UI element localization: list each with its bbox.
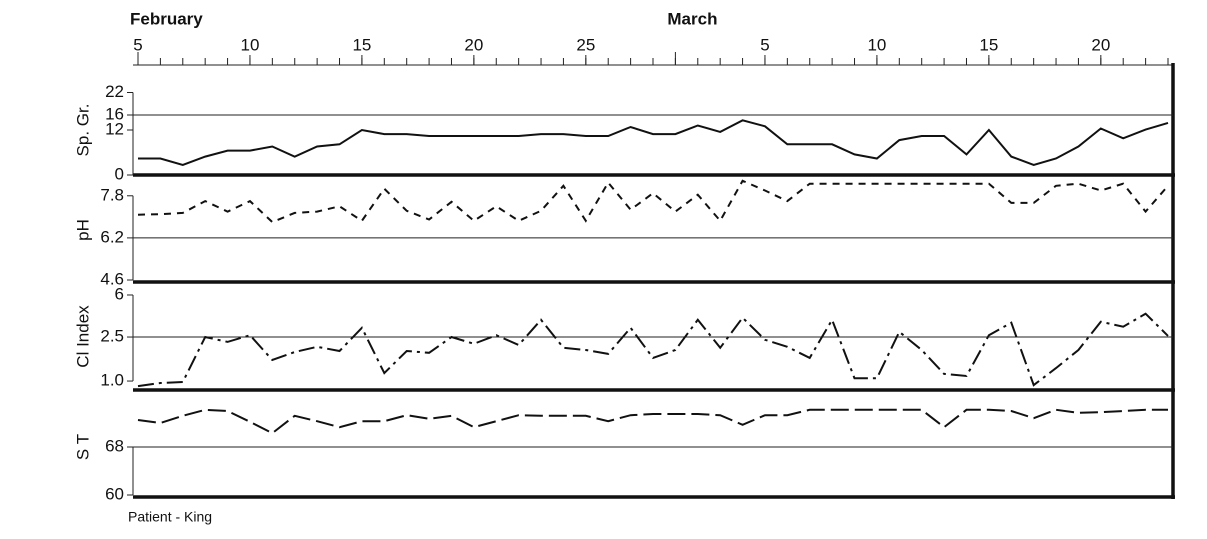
- month-label: March: [667, 9, 717, 28]
- y-tick-label: 60: [105, 484, 124, 503]
- y-tick-label: 4.6: [100, 269, 124, 288]
- y-tick-label: 22: [105, 82, 124, 101]
- footnote: Patient - King: [128, 509, 212, 525]
- y-tick-label: 1.0: [100, 371, 124, 390]
- data-line: [138, 119, 1169, 166]
- y-tick-label: 7.8: [100, 185, 124, 204]
- y-tick-label: 68: [105, 436, 124, 455]
- x-tick-label: 5: [760, 35, 769, 54]
- y-tick-label: 6.2: [100, 227, 124, 246]
- x-tick-label: 15: [352, 35, 371, 54]
- y-axis-label: S T: [73, 434, 92, 460]
- y-axis-label: Cl Index: [73, 305, 92, 368]
- y-tick-label: 12: [105, 119, 124, 138]
- x-tick-label: 20: [1091, 35, 1110, 54]
- data-line: [137, 312, 1169, 388]
- month-label: February: [130, 9, 203, 28]
- y-tick-label: 16: [105, 104, 124, 123]
- x-tick-label: 25: [576, 35, 595, 54]
- x-tick-label: 20: [464, 35, 483, 54]
- x-tick-label: 5: [133, 35, 142, 54]
- x-tick-label: 10: [867, 35, 886, 54]
- y-tick-label: 0: [115, 164, 124, 183]
- data-line: [137, 179, 1169, 224]
- y-tick-label: 6: [115, 284, 124, 303]
- x-tick-label: 15: [979, 35, 998, 54]
- y-axis-label: pH: [73, 219, 92, 241]
- data-line: [137, 408, 1168, 435]
- x-tick-label: 10: [240, 35, 259, 54]
- y-axis-label: Sp. Gr.: [73, 104, 92, 157]
- y-tick-label: 2.5: [100, 327, 124, 346]
